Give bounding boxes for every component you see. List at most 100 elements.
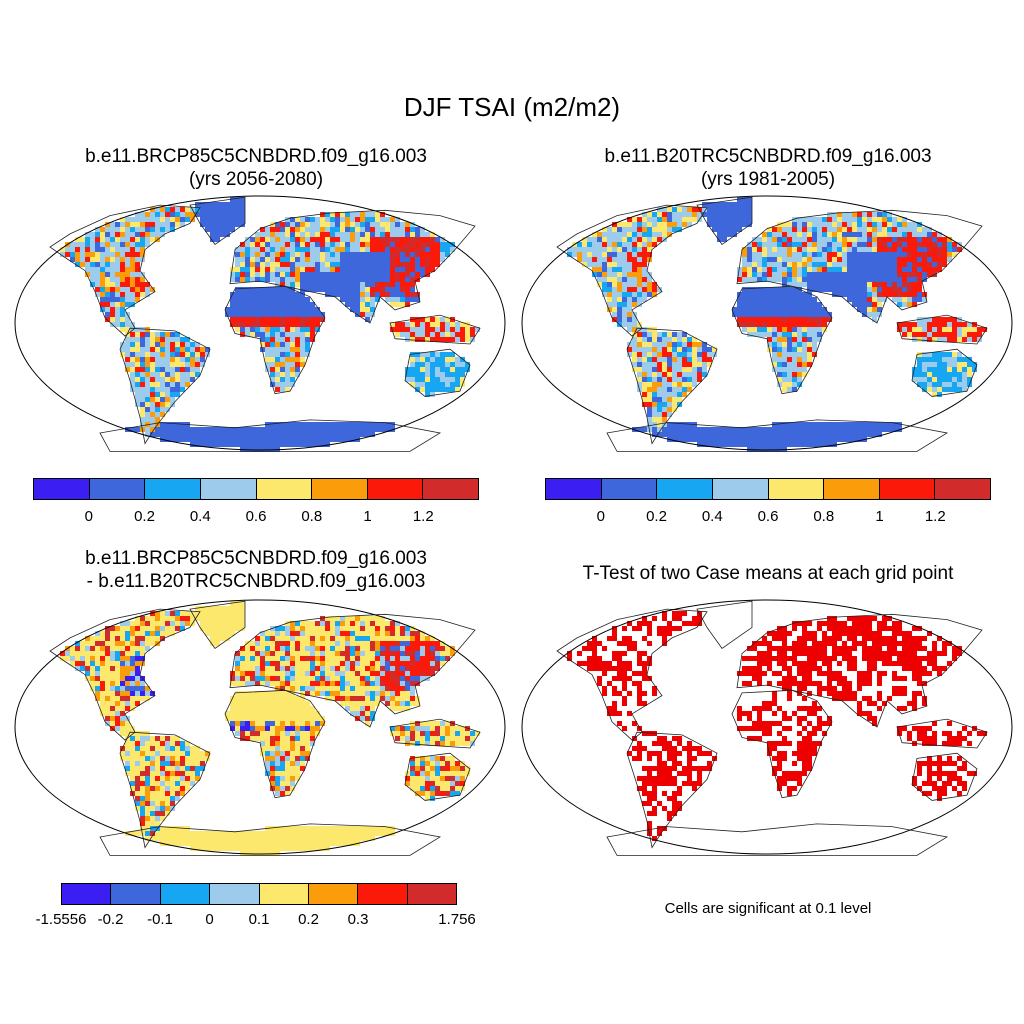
grid-cell (852, 212, 857, 217)
grid-cell (410, 736, 415, 741)
grid-cell (255, 442, 260, 447)
grid-cell (290, 357, 295, 362)
grid-cell (265, 691, 270, 696)
grid-cell (470, 327, 475, 332)
grid-cell (170, 621, 175, 626)
grid-cell (787, 237, 792, 242)
grid-cell (270, 432, 275, 437)
grid-cell (812, 257, 817, 262)
grid-cell (577, 247, 582, 252)
grid-cell (682, 217, 687, 222)
grid-cell (245, 302, 250, 307)
grid-cell (270, 372, 275, 377)
grid-cell (802, 272, 807, 277)
grid-cell (235, 272, 240, 277)
grid-cell (270, 322, 275, 327)
grid-cell (350, 257, 355, 262)
grid-cell (637, 232, 642, 237)
grid-cell (100, 641, 105, 646)
grid-cell (105, 232, 110, 237)
grid-cell (425, 392, 430, 397)
grid-cell (275, 242, 280, 247)
grid-cell (140, 382, 145, 387)
grid-cell (632, 222, 637, 227)
grid-cell (285, 721, 290, 726)
grid-cell (155, 616, 160, 621)
grid-cell (160, 347, 165, 352)
grid-cell (355, 701, 360, 706)
grid-cell (165, 222, 170, 227)
grid-cell (290, 721, 295, 726)
grid-cell (140, 277, 145, 282)
grid-cell (155, 736, 160, 741)
grid-cell (125, 347, 130, 352)
grid-cell (787, 322, 792, 327)
grid-cell (200, 362, 205, 367)
grid-cell (125, 676, 130, 681)
grid-cell (742, 322, 747, 327)
grid-cell (657, 422, 662, 427)
grid-cell (335, 267, 340, 272)
grid-cell (375, 232, 380, 237)
grid-cell (667, 342, 672, 347)
grid-cell (115, 671, 120, 676)
grid-cell (295, 362, 300, 367)
grid-cell (812, 442, 817, 447)
grid-cell (832, 277, 837, 282)
coastline-namerica (49, 204, 201, 337)
grid-cell (882, 227, 887, 232)
grid-cell (385, 696, 390, 701)
grid-cell (927, 367, 932, 372)
grid-cell (225, 217, 230, 222)
grid-cell (410, 277, 415, 282)
grid-cell (370, 706, 375, 711)
grid-cell (732, 227, 737, 232)
grid-cell (115, 322, 120, 327)
grid-cell (732, 427, 737, 432)
grid-cell (662, 347, 667, 352)
grid-cell (290, 317, 295, 322)
grid-cell (375, 262, 380, 267)
grid-cell (420, 227, 425, 232)
grid-cell (440, 257, 445, 262)
grid-cell (787, 292, 792, 297)
grid-cell (300, 636, 305, 641)
grid-cell (917, 277, 922, 282)
grid-cell (95, 292, 100, 297)
grid-cell (782, 297, 787, 302)
grid-cell (255, 242, 260, 247)
grid-cell (902, 247, 907, 252)
grid-cell (155, 387, 160, 392)
grid-cell (942, 332, 947, 337)
grid-cell (410, 337, 415, 342)
grid-cell (235, 621, 240, 626)
grid-cell (255, 322, 260, 327)
grid-cell (170, 347, 175, 352)
grid-cell (370, 681, 375, 686)
grid-cell (305, 442, 310, 447)
grid-cell (270, 726, 275, 731)
grid-cell (330, 232, 335, 237)
grid-cell (847, 267, 852, 272)
grid-cell (270, 272, 275, 277)
grid-cell (125, 217, 130, 222)
grid-cell (647, 392, 652, 397)
grid-cell (602, 272, 607, 277)
grid-cell (250, 297, 255, 302)
grid-cell (345, 277, 350, 282)
grid-cell (235, 432, 240, 437)
grid-cell (250, 671, 255, 676)
grid-cell (667, 422, 672, 427)
grid-cell (727, 432, 732, 437)
grid-cell (310, 661, 315, 666)
grid-cell (295, 322, 300, 327)
panel-3-title: b.e11.BRCP85C5CNBDRD.f09_g16.003 - b.e11… (0, 547, 512, 593)
grid-cell (160, 367, 165, 372)
grid-cell (365, 636, 370, 641)
grid-cell (255, 696, 260, 701)
grid-cell (330, 282, 335, 287)
grid-cell (280, 237, 285, 242)
grid-cell (275, 272, 280, 277)
grid-cell (662, 332, 667, 337)
grid-cell (612, 222, 617, 227)
